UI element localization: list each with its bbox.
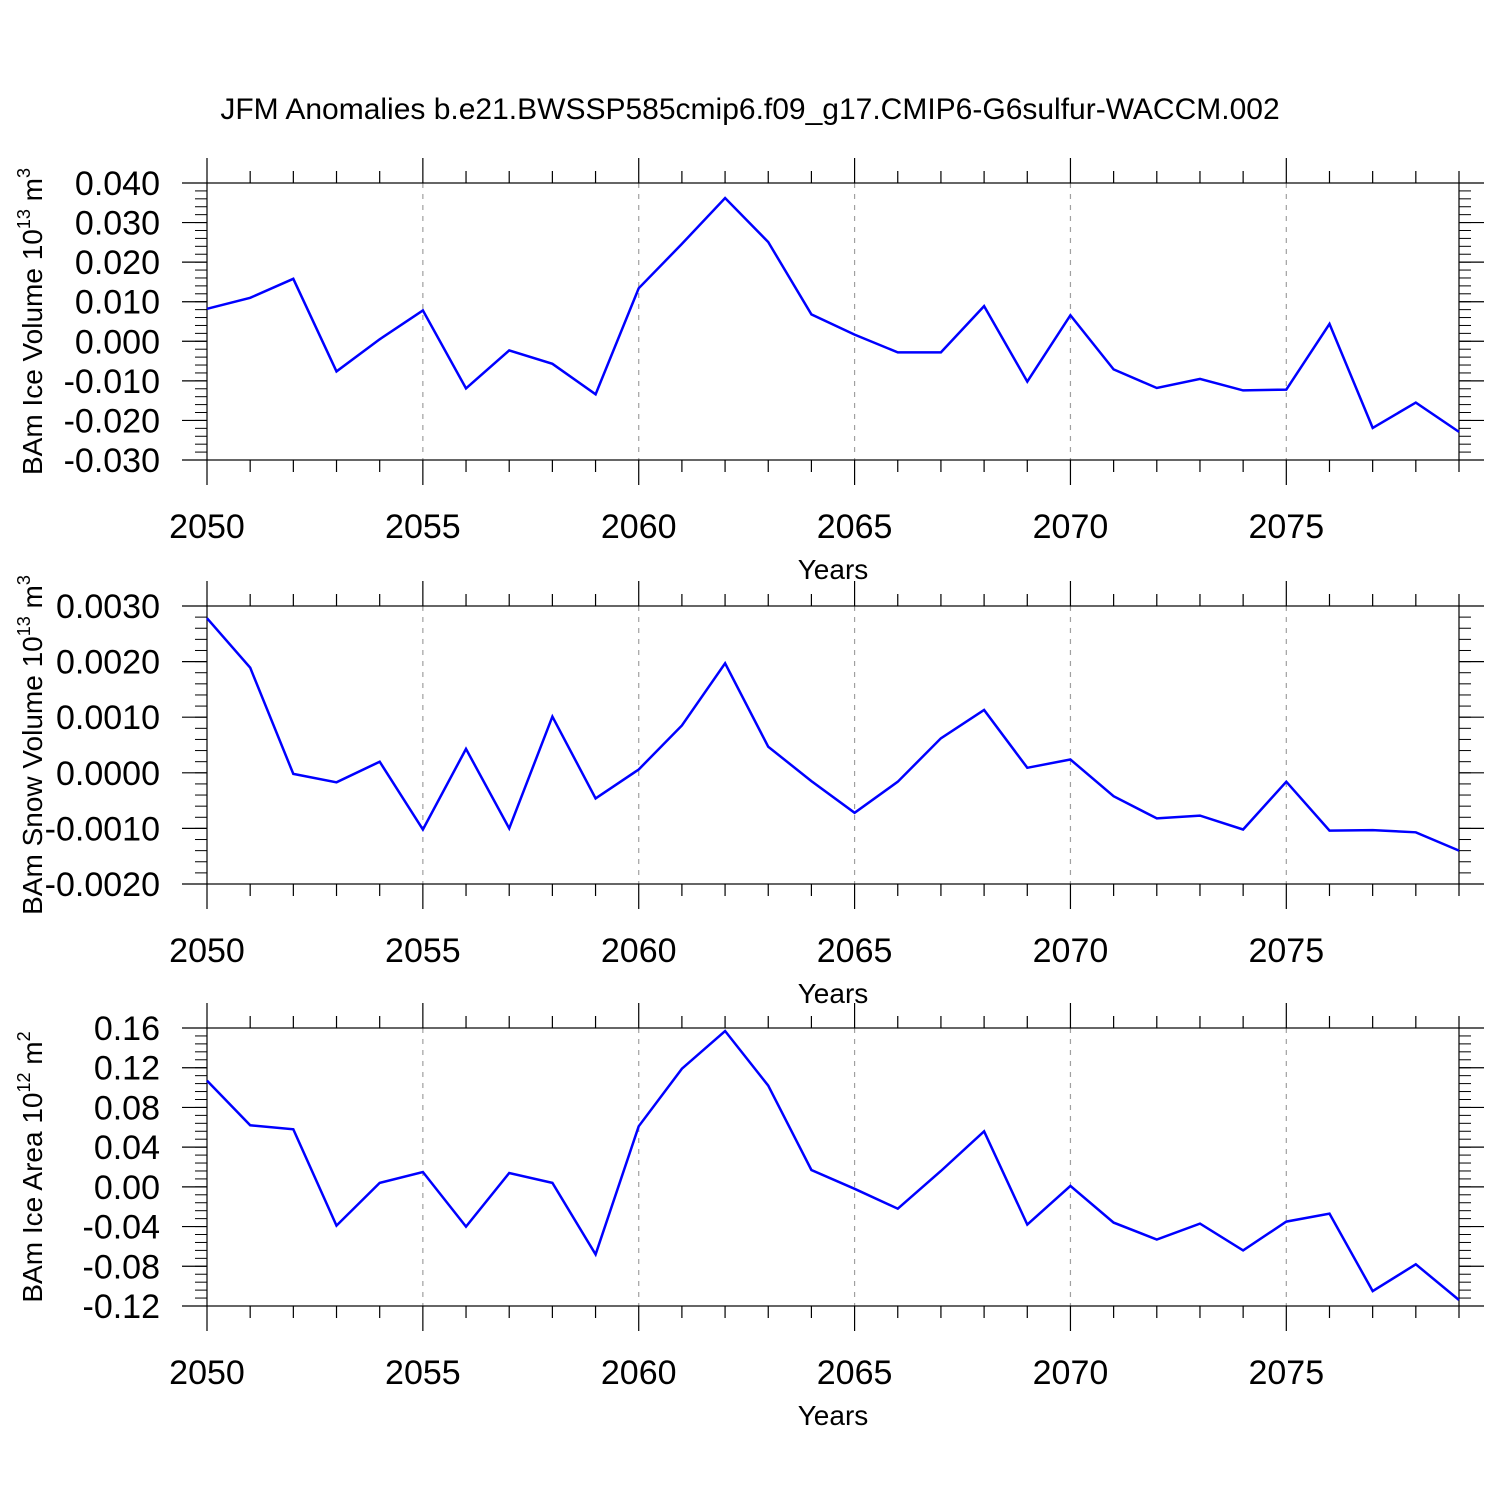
y-axis-title: BAm Snow Volume 1013 m3: [14, 575, 48, 915]
y-tick-label: 0.0010: [56, 699, 160, 737]
x-tick-label: 2050: [169, 1354, 245, 1392]
chart-title: JFM Anomalies b.e21.BWSSP585cmip6.f09_g1…: [220, 93, 1279, 126]
x-tick-label: 2075: [1248, 932, 1324, 970]
series-line: [206, 617, 1460, 852]
plot-frame: [206, 1027, 1460, 1307]
y-axis-title: BAm Ice Area 1012 m2: [14, 1031, 48, 1302]
y-axis-title-unit: m: [17, 178, 48, 209]
x-tick-label: 2050: [169, 508, 245, 546]
y-axis-title-exponent: 13: [14, 616, 34, 636]
y-axis-title: BAm Ice Volume 1013 m3: [14, 168, 48, 475]
x-tick-label: 2065: [817, 932, 893, 970]
x-tick-label: 2070: [1033, 932, 1109, 970]
y-axis-title-unit-exponent: 3: [14, 168, 34, 178]
y-axis-title-unit-exponent: 2: [14, 1031, 34, 1041]
y-tick-label: 0.020: [75, 244, 160, 282]
y-axis-title-main: BAm Snow Volume 10: [17, 636, 48, 915]
y-tick-label: 0.0030: [56, 588, 160, 626]
x-axis-title: Years: [798, 554, 869, 585]
y-axis-title-exponent: 13: [14, 209, 34, 229]
plot-frame: [206, 182, 1460, 461]
y-tick-label: -0.08: [83, 1248, 161, 1286]
y-tick-label: -0.010: [64, 363, 160, 401]
panels: 2050 2055 2060 2065 2070 20750.0400.0300.0200…: [14, 158, 1484, 1431]
y-tick-label: 0.030: [75, 205, 160, 243]
y-tick-label: 0.00: [94, 1169, 160, 1207]
y-axis-title-main: BAm Ice Volume 10: [17, 229, 48, 475]
y-tick-label: 0.040: [75, 165, 160, 203]
chart-panel-2: 2050 2055 2060 2065 2070 2075 0.0030 0.0020 0.00…: [14, 575, 1484, 1009]
y-axis-title-main: BAm Ice Area 10: [17, 1093, 48, 1303]
y-axis-title-unit-exponent: 3: [14, 575, 34, 585]
x-tick-label: 2065: [817, 508, 893, 546]
chart-panel-1: 2050 2055 2060 2065 2070 20750.0400.0300.0200…: [14, 158, 1484, 585]
y-tick-label: -0.0020: [45, 866, 160, 904]
x-tick-label: 2070: [1033, 1354, 1109, 1392]
y-tick-label: -0.12: [83, 1288, 161, 1326]
x-tick-label: 2060: [601, 1354, 677, 1392]
y-tick-label: -0.030: [64, 442, 160, 480]
chart-panel-3: 2050 2055 2060 2065 2070 2075 0.160.120.080.04…: [14, 1003, 1484, 1431]
x-tick-label: 2075: [1248, 1354, 1324, 1392]
y-axis-title-unit: m: [17, 1041, 48, 1072]
y-tick-label: 0.000: [75, 323, 160, 361]
x-tick-label: 2055: [385, 508, 461, 546]
y-tick-label: 0.010: [75, 284, 160, 322]
y-tick-label: 0.04: [94, 1129, 160, 1167]
plot-frame: [206, 605, 1460, 885]
x-axis-title: Years: [798, 1400, 869, 1431]
y-tick-label: 0.08: [94, 1089, 160, 1127]
x-tick-label: 2050: [169, 932, 245, 970]
x-tick-label: 2060: [601, 932, 677, 970]
x-axis-title: Years: [798, 978, 869, 1009]
x-tick-label: 2065: [817, 1354, 893, 1392]
y-tick-label: -0.020: [64, 402, 160, 440]
y-tick-label: 0.0000: [56, 755, 160, 793]
y-tick-label: -0.04: [83, 1209, 161, 1247]
y-tick-label: -0.0010: [45, 810, 160, 848]
x-tick-label: 2055: [385, 932, 461, 970]
x-tick-label: 2060: [601, 508, 677, 546]
y-tick-label: 0.12: [94, 1050, 160, 1088]
y-tick-label: 0.16: [94, 1010, 160, 1048]
x-tick-label: 2075: [1248, 508, 1324, 546]
series-line: [206, 1029, 1460, 1301]
y-axis-title-unit: m: [17, 585, 48, 616]
x-tick-label: 2055: [385, 1354, 461, 1392]
y-tick-label: 0.0020: [56, 644, 160, 682]
x-tick-label: 2070: [1033, 508, 1109, 546]
series-line: [206, 196, 1460, 433]
y-axis-title-exponent: 12: [14, 1072, 34, 1092]
